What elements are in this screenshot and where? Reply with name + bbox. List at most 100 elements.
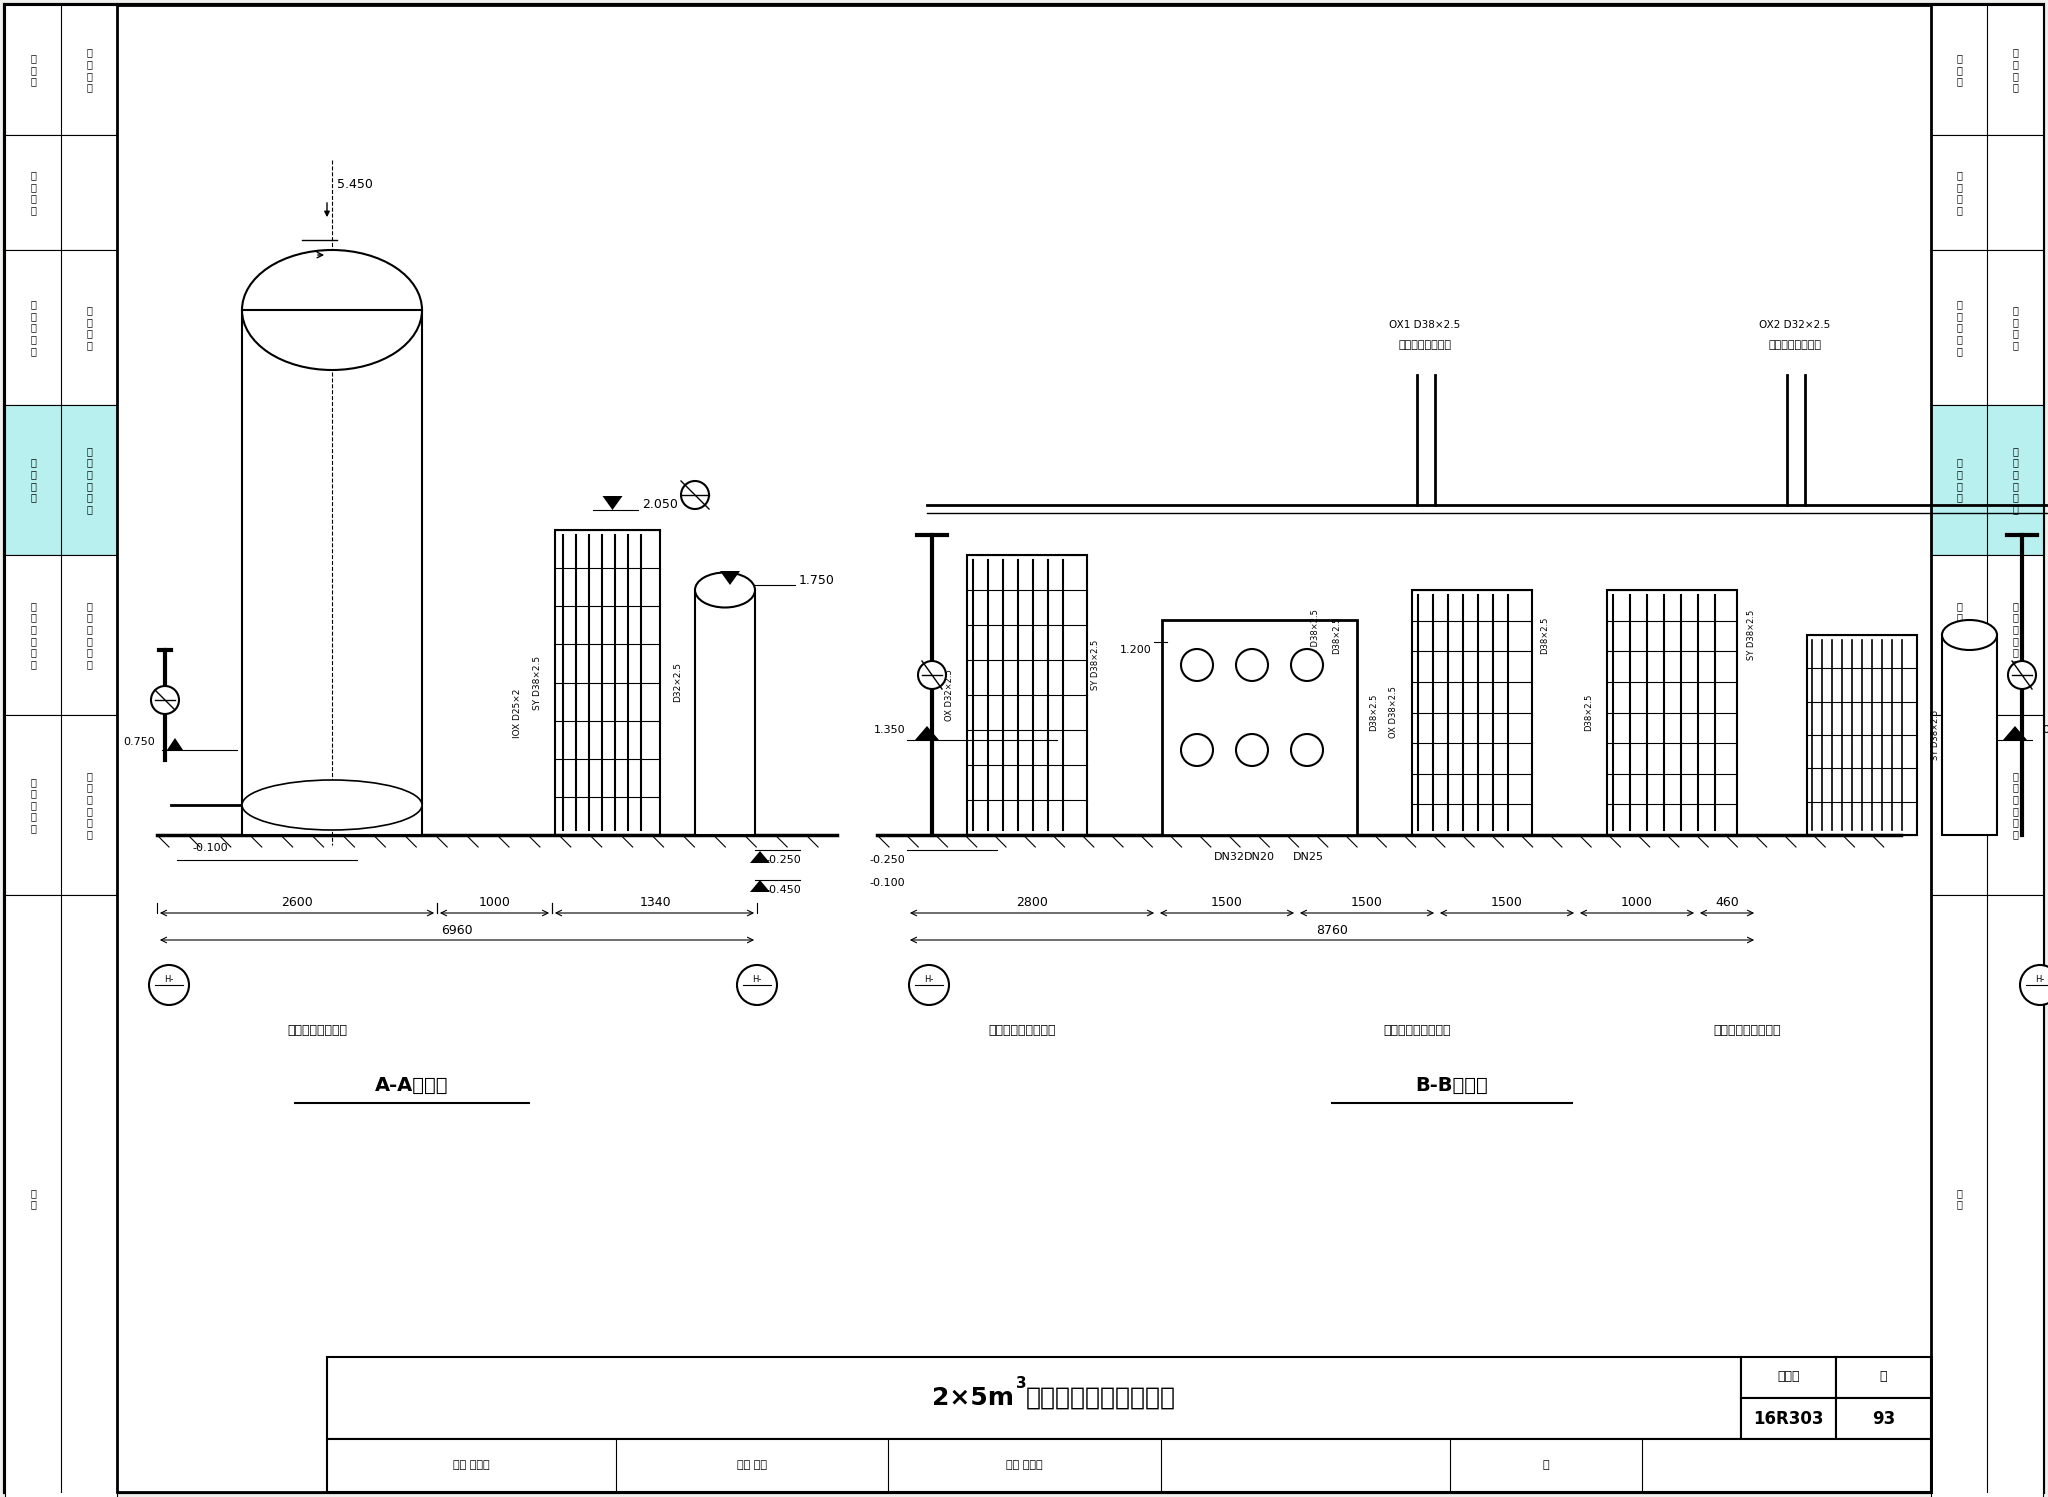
Bar <box>4 250 117 406</box>
Bar <box>4 895 117 1497</box>
Text: 16R303: 16R303 <box>1753 1410 1825 1428</box>
Bar <box>1931 406 2044 555</box>
Text: 1000: 1000 <box>1622 897 1653 910</box>
Text: 页: 页 <box>1880 1370 1888 1383</box>
Text: OX D38×2.5: OX D38×2.5 <box>1311 609 1319 662</box>
Text: 2×5m: 2×5m <box>932 1386 1014 1410</box>
Text: 2.050: 2.050 <box>643 499 678 512</box>
Bar <box>1931 555 2044 716</box>
Text: 相
关
术
语: 相 关 术 语 <box>31 171 37 216</box>
Text: 3: 3 <box>1016 1377 1026 1392</box>
Circle shape <box>152 686 178 714</box>
Bar <box>328 1356 1931 1493</box>
Text: 设计 王进军: 设计 王进军 <box>1006 1461 1042 1470</box>
Polygon shape <box>2003 726 2028 740</box>
Text: 未
端
应
用
示
例: 未 端 应 用 示 例 <box>1956 600 1962 669</box>
Text: 接空辅助汽化器出口: 接空辅助汽化器出口 <box>1382 1024 1450 1036</box>
Text: OX D32×2.5: OX D32×2.5 <box>944 669 954 722</box>
Text: DN20: DN20 <box>1243 852 1276 862</box>
Ellipse shape <box>694 572 756 608</box>
Text: D38×2.5: D38×2.5 <box>1540 617 1550 654</box>
Polygon shape <box>915 726 938 740</box>
Text: 编
制
说
明: 编 制 说 明 <box>86 48 92 93</box>
Bar <box>328 1439 1931 1493</box>
Text: 1000: 1000 <box>479 897 510 910</box>
Bar <box>1931 250 2044 406</box>
Circle shape <box>2019 966 2048 1004</box>
Circle shape <box>1182 734 1212 766</box>
Ellipse shape <box>242 250 422 370</box>
Bar <box>1608 590 1737 835</box>
Text: 1500: 1500 <box>1352 897 1382 910</box>
Text: D38×2.5: D38×2.5 <box>1585 693 1593 731</box>
Text: 设
计
实
例: 设 计 实 例 <box>31 458 37 503</box>
Ellipse shape <box>242 780 422 829</box>
Bar <box>1161 620 1358 835</box>
Text: 接至氧气管道管沟: 接至氧气管道管沟 <box>1769 340 1821 350</box>
Text: 0.750: 0.750 <box>123 737 156 747</box>
Text: 6960: 6960 <box>440 924 473 937</box>
Text: 原
则
与
要
点: 原 则 与 要 点 <box>1956 299 1962 356</box>
Bar <box>1931 895 2044 1497</box>
Bar <box>4 716 117 895</box>
Circle shape <box>1290 650 1323 681</box>
Text: OX1 D38×2.5: OX1 D38×2.5 <box>1389 320 1460 329</box>
Text: H-: H- <box>752 975 762 984</box>
Bar <box>1411 590 1532 835</box>
Text: 接空温式汽化器出口: 接空温式汽化器出口 <box>1714 1024 1782 1036</box>
Bar <box>1931 716 2044 895</box>
Text: A-A剖面图: A-A剖面图 <box>375 1075 449 1094</box>
Text: 与
施
工
说
明: 与 施 工 说 明 <box>1956 777 1962 834</box>
Text: 460: 460 <box>1714 897 1739 910</box>
Circle shape <box>909 966 948 1004</box>
Bar <box>328 1356 1741 1439</box>
Bar <box>1931 135 2044 250</box>
Text: 未
端
应
用
示
例: 未 端 应 用 示 例 <box>31 600 37 669</box>
Text: 医
用
气
体
站
房: 医 用 气 体 站 房 <box>86 446 92 513</box>
Circle shape <box>682 481 709 509</box>
Circle shape <box>150 966 188 1004</box>
Text: SY D38×2.5: SY D38×2.5 <box>1931 710 1939 760</box>
Bar <box>4 555 117 716</box>
Text: 与
施
工
说
明: 与 施 工 说 明 <box>31 777 37 834</box>
Bar <box>555 530 659 835</box>
Circle shape <box>1290 734 1323 766</box>
Bar <box>4 135 117 250</box>
Text: D32×2.5: D32×2.5 <box>674 663 682 702</box>
Text: SY D38×2.5: SY D38×2.5 <box>1090 639 1100 690</box>
Text: 医
用
气
体
设
计: 医 用 气 体 设 计 <box>2011 771 2017 838</box>
Text: 编
目
录: 编 目 录 <box>1956 54 1962 87</box>
Bar <box>1741 1398 1835 1439</box>
Bar <box>4 4 117 1493</box>
Text: 液氧贮罐液氧站剖面图: 液氧贮罐液氧站剖面图 <box>1026 1386 1176 1410</box>
Bar <box>694 590 756 835</box>
Text: SY D38×2.5: SY D38×2.5 <box>532 656 541 710</box>
Text: OX D38×2.5: OX D38×2.5 <box>1389 687 1399 738</box>
Circle shape <box>1237 734 1268 766</box>
Text: -0.250: -0.250 <box>868 855 905 865</box>
Text: 设
计
技
术: 设 计 技 术 <box>86 305 92 350</box>
Circle shape <box>737 966 776 1004</box>
Bar <box>4 406 117 555</box>
Text: 1500: 1500 <box>1491 897 1524 910</box>
Polygon shape <box>168 738 182 750</box>
Text: -0.450: -0.450 <box>766 885 801 895</box>
Text: 编
制
说
明: 编 制 说 明 <box>2011 48 2017 93</box>
Text: 1500: 1500 <box>1210 897 1243 910</box>
Text: 设
计
实
例: 设 计 实 例 <box>1956 458 1962 503</box>
Polygon shape <box>602 496 623 510</box>
Text: 2800: 2800 <box>1016 897 1049 910</box>
Text: -0.250: -0.250 <box>766 855 801 865</box>
Text: DN25: DN25 <box>1292 852 1323 862</box>
Bar <box>242 310 422 835</box>
Bar <box>117 4 1931 1493</box>
Polygon shape <box>750 850 770 862</box>
Circle shape <box>1237 650 1268 681</box>
Circle shape <box>2007 662 2036 689</box>
Text: 接至氧气管道管沟: 接至氧气管道管沟 <box>1399 340 1452 350</box>
Ellipse shape <box>1942 620 1997 650</box>
Bar <box>1931 4 2044 135</box>
Text: 医
院
医
用
气
体: 医 院 医 用 气 体 <box>2011 600 2017 669</box>
Bar <box>1806 635 1917 835</box>
Text: 93: 93 <box>1872 1410 1894 1428</box>
